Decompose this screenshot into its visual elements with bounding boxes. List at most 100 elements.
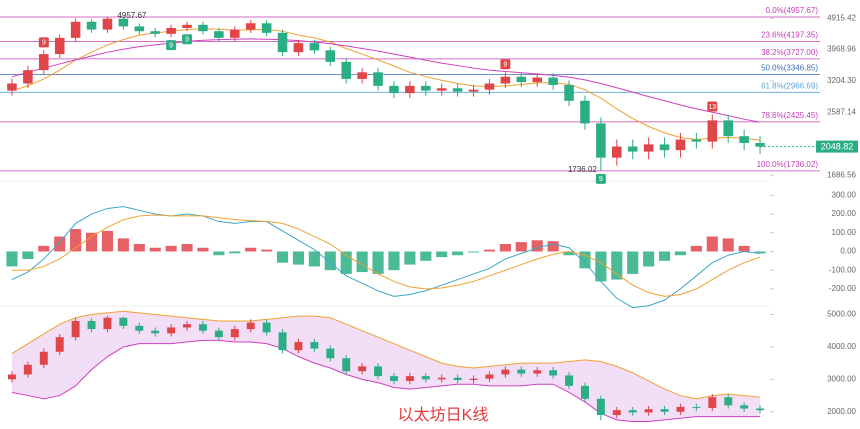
candle-body [389,376,398,381]
macd-bar [722,238,734,252]
candle-body [516,76,527,83]
candle-body [262,322,271,333]
candle-body [373,72,383,86]
high-annotation: 4957.67 [117,11,146,20]
candle-body [485,374,494,379]
y-tick-label: -200.00 [829,284,857,293]
candle-body [309,43,320,51]
candle-body [357,72,367,79]
candle-body [437,377,446,380]
fib-label: 38.2%(3727.00) [761,48,818,57]
candle-body [501,369,510,375]
macd-bar [467,251,480,253]
candle-body [659,144,670,151]
macd-bar [324,251,336,271]
candle-body [214,31,224,38]
marker-label: 13 [708,104,716,111]
candle-body [310,342,319,349]
candle-body [341,61,351,79]
candle-body [166,27,176,34]
macd-bar [261,249,273,252]
candle-body [39,351,48,365]
macd-bar [149,247,161,252]
moving-average [11,38,761,123]
macd-bar [133,244,145,252]
macd-bar [340,251,352,274]
y-tick-label: -100.00 [829,265,857,274]
marker-badge [595,173,606,184]
macd-bar [117,238,129,252]
candle-body [421,376,430,380]
candle-body [7,374,16,380]
candle-body [294,342,303,351]
low-annotation: 1736.02 [568,165,597,174]
moving-average [11,28,761,141]
macd-bar [213,251,225,256]
candle-body [533,370,542,374]
candle-body [71,320,80,338]
candle-body [740,405,749,409]
bollinger-upper [11,310,761,400]
candle-body [230,329,239,338]
candle-body [596,398,605,416]
candle-body [549,370,558,376]
candle-body [628,410,637,413]
candle-body [468,89,479,92]
marker-badge [38,37,49,48]
macd-bar [101,230,114,252]
candle-body [644,409,653,413]
candle-body [86,21,97,30]
y-tick-label: 3968.96 [827,45,856,54]
y-tick-label: 3000.00 [827,374,856,383]
macd-bar [674,251,687,256]
macd-bar [181,244,193,252]
candle-body [118,18,129,27]
candle-body [405,85,415,94]
macd-bar [70,229,82,252]
candle-body [23,70,33,84]
marker-label: 9 [599,176,603,183]
macd-bar [658,251,671,261]
candle-body [39,54,49,71]
y-tick-label: 2587.14 [827,107,856,116]
macd-bar [165,245,177,252]
candle-body [103,317,112,330]
candle-body [7,83,17,91]
marker-label: 9 [169,43,173,50]
candle-body [245,23,256,30]
macd-bar [452,251,464,256]
fib-label: 50.0%(3346.85) [761,64,818,73]
candle-body [135,325,144,331]
candle-body [453,377,462,380]
fib-label: 0.0%(4957.67) [766,6,819,15]
candle-body [548,77,558,85]
macd-bar [420,251,432,261]
candle-body [724,397,733,406]
bollinger-lower [11,339,761,423]
y-tick-label: 300.00 [832,190,857,199]
candle-body [643,144,654,152]
macd-bar [738,245,750,252]
y-tick-label: 2000.00 [827,407,856,416]
fib-label: 100.0%(1736.02) [757,160,819,169]
fib-label: 61.8%(2966.69) [761,81,818,90]
macd-bar [547,241,559,252]
macd-line [11,214,761,297]
candle-body [484,83,495,90]
candle-body [564,84,574,101]
macd-bar [6,251,18,267]
candle-body [374,366,383,377]
candle-body [692,406,701,408]
candle-body [389,85,399,94]
y-tick-label: 1686.56 [827,170,856,179]
candle-body [436,88,447,91]
macd-bar [229,251,241,254]
y-tick-label: 5000.00 [827,310,856,319]
macd-bar [483,249,496,252]
macd-bar [690,245,702,252]
candle-body [452,88,463,92]
candle-body [325,50,336,62]
candle-body [756,408,765,411]
